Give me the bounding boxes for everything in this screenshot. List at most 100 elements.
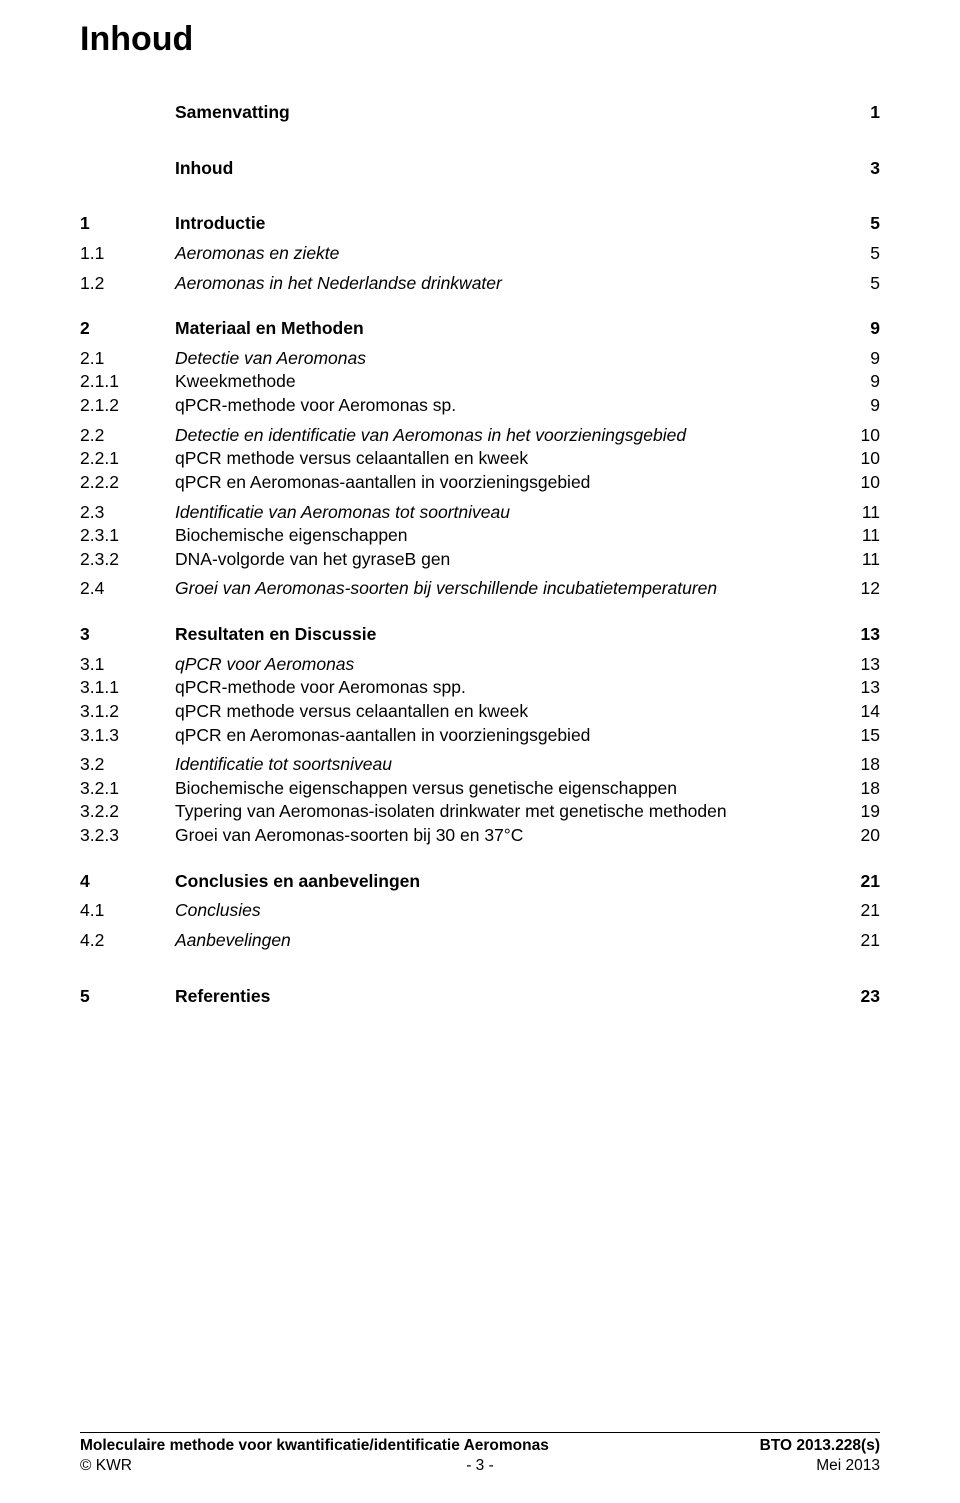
toc-gap <box>80 848 880 870</box>
toc-page: 15 <box>832 724 880 748</box>
toc-row: 2.2.1qPCR methode versus celaantallen en… <box>80 447 880 471</box>
toc-row: 4Conclusies en aanbevelingen21 <box>80 870 880 894</box>
toc-number: 3.1.2 <box>80 700 175 724</box>
toc-number: 2.2.2 <box>80 471 175 495</box>
toc-page: 5 <box>832 242 880 266</box>
toc-number: 5 <box>80 985 175 1009</box>
toc-label: Inhoud <box>175 157 832 181</box>
toc-row: 4.1Conclusies21 <box>80 899 880 923</box>
toc-number: 2.1.2 <box>80 394 175 418</box>
toc-row: 2.3Identificatie van Aeromonas tot soort… <box>80 501 880 525</box>
footer-page-number: - 3 - <box>347 1457 614 1475</box>
toc-row: 3.1qPCR voor Aeromonas13 <box>80 653 880 677</box>
toc-page: 10 <box>832 424 880 448</box>
toc-label: qPCR methode versus celaantallen en kwee… <box>175 447 832 471</box>
toc-number: 2.3.1 <box>80 524 175 548</box>
toc-row: Samenvatting1 <box>80 101 880 125</box>
toc-label: qPCR methode versus celaantallen en kwee… <box>175 700 832 724</box>
toc-row: 2.3.1Biochemische eigenschappen11 <box>80 524 880 548</box>
page-footer: Moleculaire methode voor kwantificatie/i… <box>80 1432 880 1475</box>
toc-gap <box>80 180 880 212</box>
footer-line-2: © KWR - 3 - Mei 2013 <box>80 1457 880 1475</box>
toc-page: 11 <box>832 501 880 525</box>
page-title: Inhoud <box>80 20 880 59</box>
toc-label: qPCR-methode voor Aeromonas spp. <box>175 676 832 700</box>
toc-gap <box>80 295 880 317</box>
toc-page: 11 <box>832 548 880 572</box>
footer-date: Mei 2013 <box>613 1457 880 1475</box>
toc-page: 10 <box>832 447 880 471</box>
toc-number: 1.1 <box>80 242 175 266</box>
toc-page: 21 <box>832 899 880 923</box>
toc-row: 5Referenties23 <box>80 985 880 1009</box>
toc-label: Aanbevelingen <box>175 929 832 953</box>
footer-copyright: © KWR <box>80 1457 347 1475</box>
toc-number: 2.2 <box>80 424 175 448</box>
toc-number: 3.2 <box>80 753 175 777</box>
toc-page: 11 <box>832 524 880 548</box>
toc-number: 2 <box>80 317 175 341</box>
toc-number <box>80 101 175 125</box>
toc-label: Conclusies en aanbevelingen <box>175 870 832 894</box>
toc-gap <box>80 953 880 985</box>
toc-row: 3.1.3qPCR en Aeromonas-aantallen in voor… <box>80 724 880 748</box>
toc-label: Detectie en identificatie van Aeromonas … <box>175 424 832 448</box>
toc-gap <box>80 601 880 623</box>
toc-page: 13 <box>832 653 880 677</box>
toc-label: qPCR voor Aeromonas <box>175 653 832 677</box>
toc-row: 3.1.1qPCR-methode voor Aeromonas spp.13 <box>80 676 880 700</box>
toc-row: 3.1.2qPCR methode versus celaantallen en… <box>80 700 880 724</box>
footer-doc-title: Moleculaire methode voor kwantificatie/i… <box>80 1436 549 1457</box>
toc-number: 2.2.1 <box>80 447 175 471</box>
toc-row: 2.1Detectie van Aeromonas9 <box>80 347 880 371</box>
toc-row: 4.2Aanbevelingen21 <box>80 929 880 953</box>
toc-page: 13 <box>832 676 880 700</box>
toc-row: 1.2Aeromonas in het Nederlandse drinkwat… <box>80 272 880 296</box>
toc-page: 9 <box>832 394 880 418</box>
toc-row: 3.2.1Biochemische eigenschappen versus g… <box>80 777 880 801</box>
toc-row: 1.1Aeromonas en ziekte5 <box>80 242 880 266</box>
toc-page: 19 <box>832 800 880 824</box>
toc-label: Identificatie tot soortsniveau <box>175 753 832 777</box>
toc-label: qPCR-methode voor Aeromonas sp. <box>175 394 832 418</box>
toc-page: 9 <box>832 370 880 394</box>
toc-label: Conclusies <box>175 899 832 923</box>
toc-number: 2.1.1 <box>80 370 175 394</box>
toc-label: qPCR en Aeromonas-aantallen in voorzieni… <box>175 471 832 495</box>
toc-label: Resultaten en Discussie <box>175 623 832 647</box>
toc-number: 3.1.3 <box>80 724 175 748</box>
toc-number: 2.1 <box>80 347 175 371</box>
toc-row: 2.2.2qPCR en Aeromonas-aantallen in voor… <box>80 471 880 495</box>
toc-number <box>80 157 175 181</box>
footer-line-1: Moleculaire methode voor kwantificatie/i… <box>80 1436 880 1457</box>
toc-number: 4.2 <box>80 929 175 953</box>
toc-label: Kweekmethode <box>175 370 832 394</box>
toc-row: 2.4Groei van Aeromonas-soorten bij versc… <box>80 577 880 601</box>
footer-doc-code: BTO 2013.228(s) <box>760 1436 880 1457</box>
toc-row: 3.2.2Typering van Aeromonas-isolaten dri… <box>80 800 880 824</box>
toc-label: Identificatie van Aeromonas tot soortniv… <box>175 501 832 525</box>
toc-row: Inhoud3 <box>80 157 880 181</box>
toc-number: 3 <box>80 623 175 647</box>
toc-label: Groei van Aeromonas-soorten bij 30 en 37… <box>175 824 832 848</box>
toc-number: 3.1 <box>80 653 175 677</box>
toc-label: Aeromonas en ziekte <box>175 242 832 266</box>
toc-number: 2.4 <box>80 577 175 601</box>
toc-page: 10 <box>832 471 880 495</box>
toc-row: 1Introductie5 <box>80 212 880 236</box>
toc-label: Introductie <box>175 212 832 236</box>
toc-page: 18 <box>832 777 880 801</box>
toc-number: 3.2.3 <box>80 824 175 848</box>
toc-page: 14 <box>832 700 880 724</box>
toc-page: 3 <box>832 157 880 181</box>
toc-page: 9 <box>832 317 880 341</box>
toc-row: 2.3.2DNA-volgorde van het gyraseB gen11 <box>80 548 880 572</box>
toc-label: Samenvatting <box>175 101 832 125</box>
toc-row: 2Materiaal en Methoden9 <box>80 317 880 341</box>
toc-page: 13 <box>832 623 880 647</box>
toc-page: 18 <box>832 753 880 777</box>
toc-row: 2.1.1Kweekmethode9 <box>80 370 880 394</box>
toc-number: 4 <box>80 870 175 894</box>
toc-page: 5 <box>832 272 880 296</box>
toc-page: 21 <box>832 870 880 894</box>
